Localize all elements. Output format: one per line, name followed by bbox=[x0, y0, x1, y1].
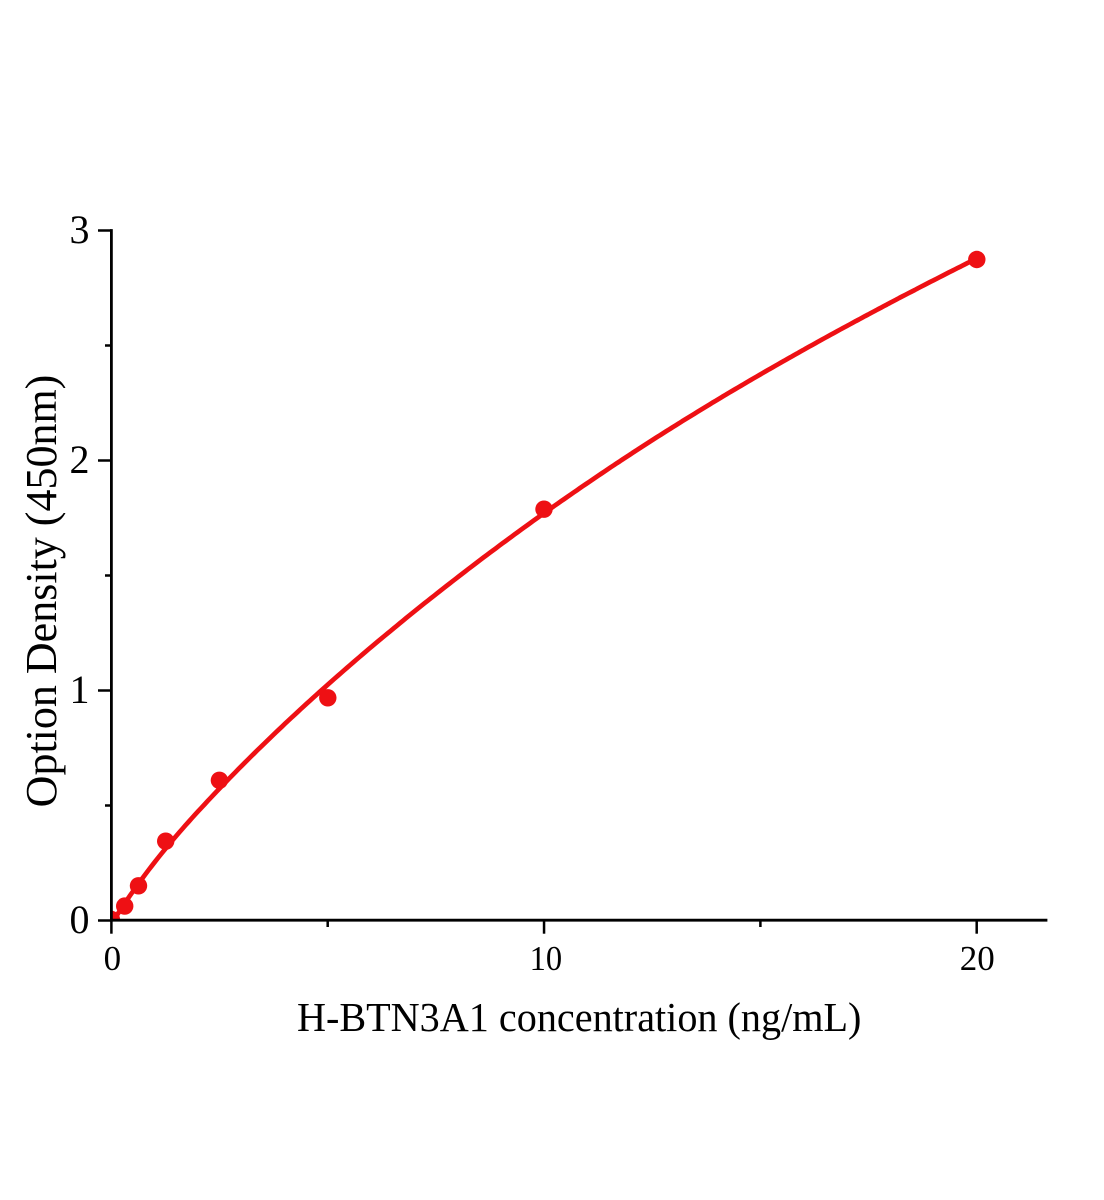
svg-text:20: 20 bbox=[960, 939, 995, 978]
svg-text:Option Density (450nm): Option Density (450nm) bbox=[17, 375, 66, 808]
svg-text:3: 3 bbox=[70, 207, 90, 252]
svg-text:0: 0 bbox=[104, 939, 122, 978]
svg-text:1: 1 bbox=[70, 667, 90, 712]
svg-text:10: 10 bbox=[530, 939, 563, 978]
svg-text:0: 0 bbox=[70, 897, 90, 942]
svg-text:H-BTN3A1 concentration (ng/mL): H-BTN3A1 concentration (ng/mL) bbox=[297, 994, 862, 1040]
svg-text:2: 2 bbox=[70, 437, 90, 482]
